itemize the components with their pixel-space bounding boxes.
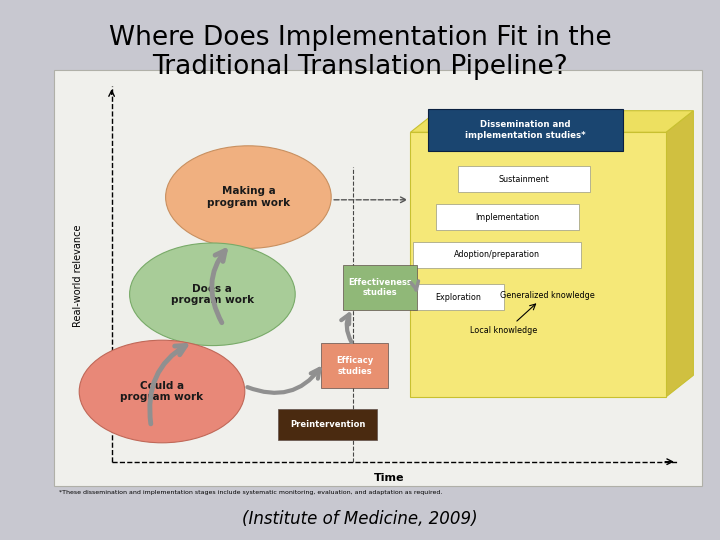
Ellipse shape xyxy=(79,340,245,443)
Text: Exploration: Exploration xyxy=(436,293,482,301)
Text: Generalized knowledge: Generalized knowledge xyxy=(500,292,595,300)
Text: Does a
program work: Does a program work xyxy=(171,284,254,305)
Text: Sustainment: Sustainment xyxy=(498,175,549,184)
Text: Preintervention: Preintervention xyxy=(290,420,365,429)
Text: Time: Time xyxy=(374,473,404,483)
FancyBboxPatch shape xyxy=(458,166,590,192)
Ellipse shape xyxy=(166,146,331,248)
Text: Implementation: Implementation xyxy=(475,213,540,221)
FancyBboxPatch shape xyxy=(278,409,377,440)
FancyBboxPatch shape xyxy=(54,70,702,486)
FancyBboxPatch shape xyxy=(410,132,666,397)
Text: Where Does Implementation Fit in the: Where Does Implementation Fit in the xyxy=(109,25,611,51)
Text: Making a
program work: Making a program work xyxy=(207,186,290,208)
Text: Adoption/preparation: Adoption/preparation xyxy=(454,251,540,259)
FancyBboxPatch shape xyxy=(321,343,388,388)
Text: Could a
program work: Could a program work xyxy=(120,381,204,402)
Polygon shape xyxy=(666,111,693,397)
FancyBboxPatch shape xyxy=(343,265,417,310)
Polygon shape xyxy=(410,111,693,132)
Ellipse shape xyxy=(130,243,295,346)
Text: Local knowledge: Local knowledge xyxy=(470,326,538,335)
FancyBboxPatch shape xyxy=(413,284,504,310)
Text: Real-world relevance: Real-world relevance xyxy=(73,224,83,327)
Text: *These dissemination and implementation stages include systematic monitoring, ev: *These dissemination and implementation … xyxy=(59,490,442,495)
FancyBboxPatch shape xyxy=(428,109,623,151)
Text: Effectiveness
studies: Effectiveness studies xyxy=(348,278,412,297)
Text: Traditional Translation Pipeline?: Traditional Translation Pipeline? xyxy=(152,55,568,80)
Text: Dissemination and
implementation studies*: Dissemination and implementation studies… xyxy=(465,120,586,140)
Text: (Institute of Medicine, 2009): (Institute of Medicine, 2009) xyxy=(242,510,478,529)
Text: Efficacy
studies: Efficacy studies xyxy=(336,356,373,375)
FancyBboxPatch shape xyxy=(436,204,579,230)
FancyBboxPatch shape xyxy=(413,242,581,268)
